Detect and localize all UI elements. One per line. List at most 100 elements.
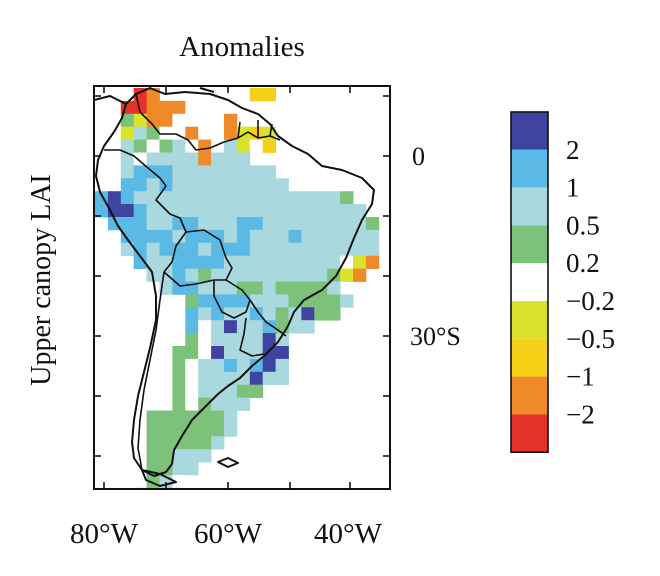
anomaly-cell	[262, 281, 276, 295]
anomaly-cell	[198, 371, 212, 386]
anomaly-cell	[211, 397, 225, 411]
anomaly-cell	[211, 165, 225, 179]
anomaly-cell	[172, 358, 186, 373]
anomaly-cell	[236, 191, 251, 205]
anomaly-cell	[159, 100, 173, 115]
anomaly-cell	[236, 139, 251, 153]
legend-swatch	[511, 225, 548, 264]
anomaly-cell	[301, 320, 315, 334]
anomaly-cell	[224, 229, 238, 244]
anomaly-cell	[172, 217, 186, 231]
anomaly-cell	[120, 139, 135, 153]
tierra-del-fuego	[141, 469, 177, 487]
anomaly-cell	[211, 242, 225, 257]
anomaly-cell	[327, 242, 341, 257]
anomaly-cell	[275, 242, 289, 257]
anomaly-cell	[249, 358, 264, 373]
anomaly-cell	[301, 191, 315, 205]
anomaly-cell	[236, 178, 251, 192]
anomaly-cell	[172, 281, 186, 295]
anomaly-cell	[159, 436, 173, 450]
anomaly-cell	[133, 126, 147, 140]
anomaly-cell	[262, 268, 276, 282]
border-chile-argentina	[137, 271, 165, 471]
anomaly-cell	[262, 165, 276, 179]
anomaly-cell	[262, 333, 276, 347]
anomaly-cell	[224, 139, 238, 153]
anomaly-cell	[146, 410, 160, 424]
anomaly-cell	[327, 191, 341, 205]
anomaly-cell	[211, 113, 225, 128]
anomaly-cell	[275, 204, 289, 218]
anomaly-cell	[224, 204, 238, 218]
anomaly-cell	[185, 229, 199, 244]
anomaly-cell	[249, 242, 264, 257]
anomaly-cell	[211, 204, 225, 218]
anomaly-cell	[249, 229, 264, 244]
anomaly-cell	[146, 217, 160, 231]
anomaly-cell	[185, 217, 199, 231]
anomaly-cell	[211, 384, 225, 398]
anomaly-cell	[249, 88, 264, 102]
anomaly-cell	[146, 229, 160, 244]
anomaly-cell	[211, 152, 225, 166]
anomaly-cell	[224, 397, 238, 411]
anomaly-cell	[365, 217, 380, 231]
anomaly-cell	[120, 178, 135, 192]
anomaly-cell	[275, 346, 289, 360]
anomaly-cell	[159, 191, 173, 205]
anomaly-cell	[288, 204, 302, 218]
anomaly-cell	[211, 268, 225, 282]
border-bolivia-brazil	[185, 229, 233, 281]
anomaly-cell	[198, 191, 212, 205]
anomaly-cell	[198, 255, 212, 269]
anomaly-cell	[147, 501, 160, 514]
anomaly-cell	[185, 462, 199, 476]
anomaly-cell	[185, 165, 199, 179]
anomaly-cell	[340, 294, 354, 308]
anomaly-cell	[198, 126, 212, 140]
legend-label: 0.5	[566, 210, 600, 240]
anomaly-cell	[172, 100, 186, 115]
country-borders	[104, 93, 287, 471]
anomaly-cell	[159, 113, 173, 128]
anomaly-cell	[288, 242, 302, 257]
anomaly-cell	[146, 100, 160, 115]
anomaly-cell	[172, 165, 186, 179]
anomaly-cell	[275, 178, 289, 192]
anomaly-cell	[198, 423, 212, 437]
anomaly-cell	[288, 255, 302, 269]
anomaly-cell	[224, 165, 238, 179]
anomaly-cell	[262, 371, 276, 386]
anomaly-cell	[224, 126, 238, 140]
anomaly-cell	[249, 268, 264, 282]
caribbean-island	[199, 87, 215, 93]
anomaly-cell	[133, 191, 147, 205]
anomaly-cell	[275, 358, 289, 373]
anomaly-cell	[262, 358, 276, 373]
anomaly-cell	[262, 88, 276, 102]
anomaly-cell	[198, 333, 212, 347]
legend-swatch	[511, 263, 548, 301]
anomaly-cell	[262, 229, 276, 244]
anomaly-cell	[236, 268, 251, 282]
anomaly-cell	[198, 242, 212, 257]
anomaly-cell	[160, 514, 173, 527]
anomaly-cell	[211, 294, 225, 308]
anomaly-cell	[275, 191, 289, 205]
anomaly-cell	[198, 346, 212, 360]
anomaly-cell	[185, 384, 199, 398]
y-tick-label-30s: 30°S	[410, 322, 461, 351]
axis-ticks	[94, 86, 390, 489]
map-area	[93, 85, 391, 527]
border-peru-bolivia	[163, 231, 187, 273]
anomaly-cell	[275, 268, 289, 282]
anomaly-cell	[133, 217, 147, 231]
anomaly-cell	[198, 178, 212, 192]
anomaly-cell	[160, 501, 173, 514]
anomaly-cell	[172, 449, 186, 463]
legend-label: 1	[566, 173, 580, 203]
anomaly-cell	[236, 320, 251, 334]
anomaly-cell	[172, 255, 186, 269]
anomaly-cell	[275, 281, 289, 295]
